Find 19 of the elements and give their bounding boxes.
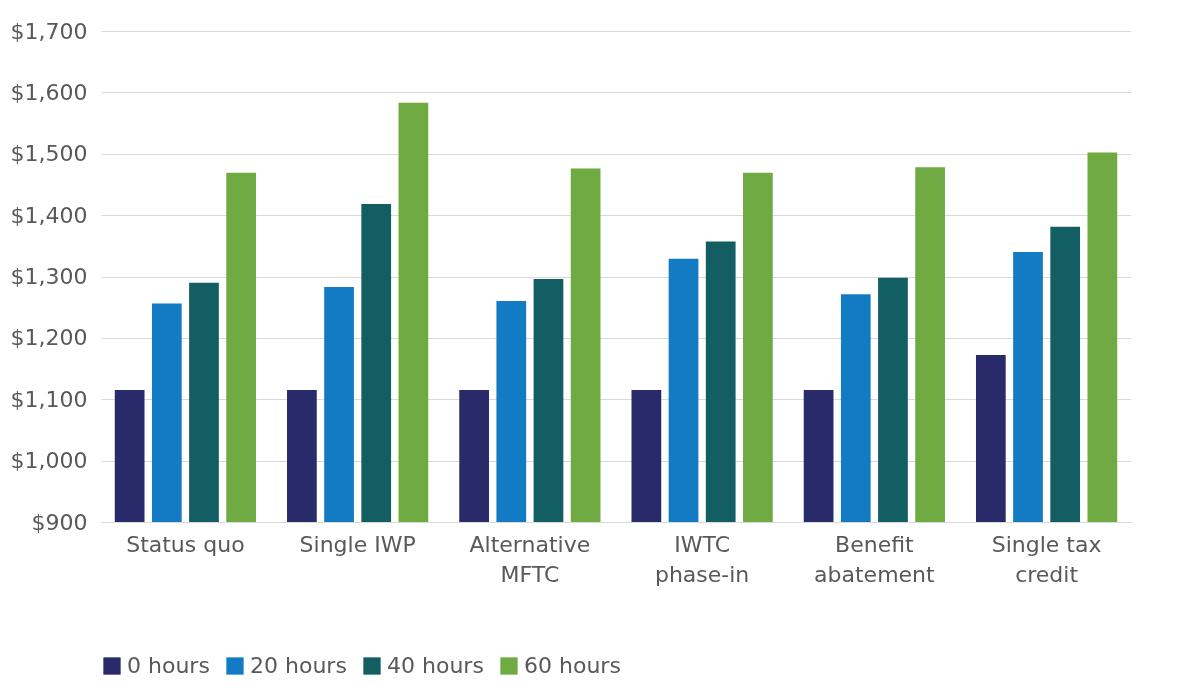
y-tick-label: $1,000 [10, 448, 88, 474]
legend-label: 20 hours [250, 653, 347, 678]
y-tick-label: $1,200 [10, 325, 88, 351]
y-tick-label: $1,300 [10, 264, 88, 289]
legend-label: 40 hours [387, 653, 484, 678]
y-tick-label: $900 [31, 509, 88, 535]
x-tick-label: Benefit abatement [814, 531, 936, 587]
x-tick-label: Single tax credit [991, 531, 1102, 587]
legend-label: 60 hours [524, 653, 621, 678]
x-tick-label: Status quo [126, 531, 245, 557]
legend-label: 0 hours [127, 653, 210, 678]
y-tick-label: $1,600 [10, 79, 88, 105]
x-tick-label: Alternative MFTC [469, 531, 591, 587]
y-tick-label: $1,500 [10, 141, 88, 167]
x-tick-label: IWTC phase-in [654, 531, 750, 587]
x-tick-label: Single IWP [299, 531, 416, 557]
y-tick-label: $1,700 [10, 18, 88, 44]
y-tick-label: $1,400 [10, 202, 88, 228]
y-tick-label: $1,100 [10, 386, 88, 412]
